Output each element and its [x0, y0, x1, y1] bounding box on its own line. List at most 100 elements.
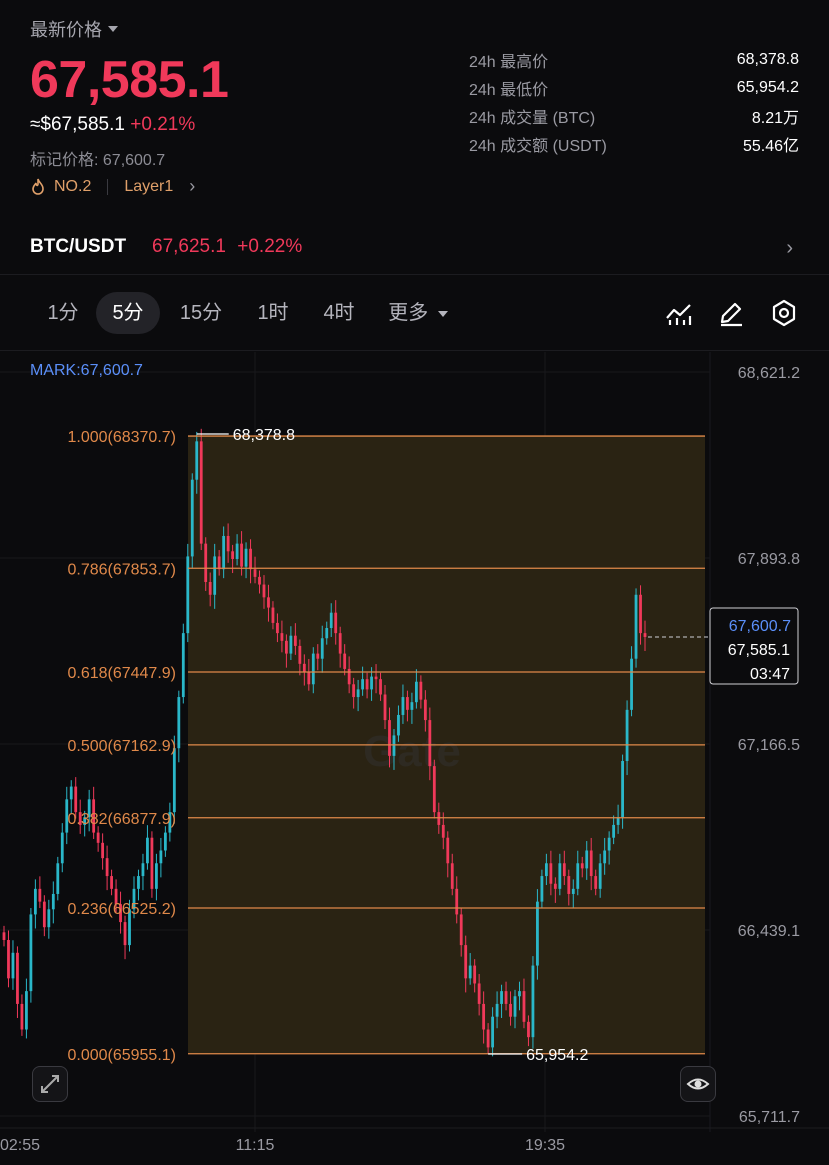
candle-body: [105, 858, 109, 877]
candle-body: [329, 612, 333, 629]
candle-body: [410, 702, 414, 710]
candle-body: [38, 888, 42, 902]
tab-1m[interactable]: 1分: [47, 302, 79, 324]
chevron-right-icon: ›: [189, 176, 196, 196]
candle-body: [562, 863, 566, 877]
candle-body: [307, 671, 311, 685]
mark-price-label: MARK:67,600.7: [30, 362, 143, 379]
candle-body: [558, 863, 562, 889]
candle-body: [401, 697, 405, 715]
candle-body: [208, 581, 212, 595]
candle-body: [571, 888, 575, 894]
candle-body: [625, 709, 629, 761]
candle-body: [29, 914, 33, 992]
candle-body: [432, 766, 436, 813]
candle-body: [419, 681, 423, 700]
candle-body: [607, 837, 611, 851]
watermark: Gate: [363, 727, 461, 776]
pair-row[interactable]: BTC/USDT 67,625.1 +0.22% ›: [0, 220, 829, 275]
draw-pen-icon[interactable]: [716, 298, 746, 328]
chart-canvas: 68,621.2 67,893.8 67,166.5 66,439.1 65,711.7…: [0, 352, 829, 1154]
candle-body: [356, 689, 360, 698]
candle-body: [195, 441, 199, 480]
candle-body: [69, 786, 73, 800]
current-last-price: 67,585.1: [728, 642, 790, 659]
candle-body: [531, 965, 535, 1038]
pair-price-change: 67,625.1 +0.22%: [152, 236, 302, 258]
candle-body: [459, 914, 463, 946]
candle-body: [513, 996, 517, 1017]
candle-body: [603, 850, 607, 864]
stat-label: 24h 成交量 (BTC): [469, 110, 596, 127]
caret-down-icon: [437, 310, 448, 317]
candle-body: [163, 832, 167, 851]
candle-body: [518, 991, 521, 997]
fib-label: 0.382(66877.9): [67, 811, 176, 828]
candle-body: [150, 837, 154, 889]
settings-hex-icon[interactable]: [769, 298, 799, 328]
chevron-right-icon: ›: [786, 237, 793, 259]
candle-body: [20, 1003, 24, 1030]
indicator-icon[interactable]: [664, 298, 694, 328]
fullscreen-button[interactable]: [32, 1066, 68, 1102]
stat-value: 68,378.8: [736, 51, 799, 68]
tab-4h[interactable]: 4时: [323, 302, 355, 324]
candle-body: [450, 863, 454, 889]
candle-body: [352, 684, 356, 698]
candle-body: [42, 901, 46, 928]
tab-5m[interactable]: 5分: [96, 292, 160, 334]
tab-1h[interactable]: 1时: [257, 302, 289, 324]
candle-body: [500, 991, 503, 1004]
stat-value: 65,954.2: [736, 79, 799, 96]
candle-body: [576, 863, 580, 889]
stat-label: 24h 最高价: [469, 54, 549, 71]
latest-price-selector[interactable]: 最新价格: [30, 16, 118, 42]
candle-body: [267, 597, 270, 608]
stat-value: 55.46亿: [742, 138, 799, 155]
eye-icon: [686, 1078, 710, 1090]
fib-label: 0.618(67447.9): [67, 665, 176, 682]
candle-body: [414, 681, 418, 703]
tab-15m[interactable]: 15分: [179, 302, 223, 324]
candle-body: [128, 909, 131, 946]
candle-body: [253, 569, 257, 577]
kline-chart[interactable]: 68,621.2 67,893.8 67,166.5 66,439.1 65,711.7…: [0, 352, 829, 1165]
candle-body: [495, 1003, 499, 1017]
candle-body: [311, 653, 315, 685]
candle-body: [383, 694, 387, 721]
candle-body: [634, 594, 638, 659]
candle-body: [159, 850, 163, 864]
candle-body: [491, 1016, 494, 1048]
candle-body: [428, 720, 432, 767]
candle-body: [262, 584, 266, 598]
candle-body: [298, 645, 302, 664]
candle-body: [289, 635, 293, 654]
candle-body: [580, 863, 584, 869]
candle-body: [78, 812, 82, 825]
candle-body: [2, 932, 6, 940]
candle-body: [639, 594, 642, 634]
candle-body: [141, 863, 145, 877]
candle-body: [347, 668, 351, 685]
candle-body: [437, 812, 441, 825]
candle-body: [240, 543, 243, 567]
rank-tag: NO.2: [54, 177, 92, 195]
candle-body: [468, 965, 472, 979]
visibility-toggle-button[interactable]: [680, 1066, 716, 1102]
fib-label: 0.236(66525.2): [67, 901, 176, 918]
coin-tags[interactable]: NO.2 Layer1 ›: [30, 176, 195, 197]
candle-body: [231, 551, 235, 559]
tag-divider: [107, 178, 109, 195]
candle-body: [455, 888, 459, 915]
category-tag: Layer1: [124, 177, 174, 195]
pair-change: +0.22%: [237, 236, 303, 257]
candle-body: [482, 1003, 486, 1030]
candle-body: [338, 633, 342, 654]
candle-body: [96, 832, 100, 843]
current-mark-price: 67,600.7: [729, 618, 791, 635]
high-marker: 68,378.8: [233, 427, 295, 444]
pair-name: BTC/USDT: [30, 236, 127, 257]
candle-body: [87, 799, 91, 818]
tab-more[interactable]: 更多: [380, 292, 456, 334]
fib-label: 0.786(67853.7): [67, 561, 176, 578]
